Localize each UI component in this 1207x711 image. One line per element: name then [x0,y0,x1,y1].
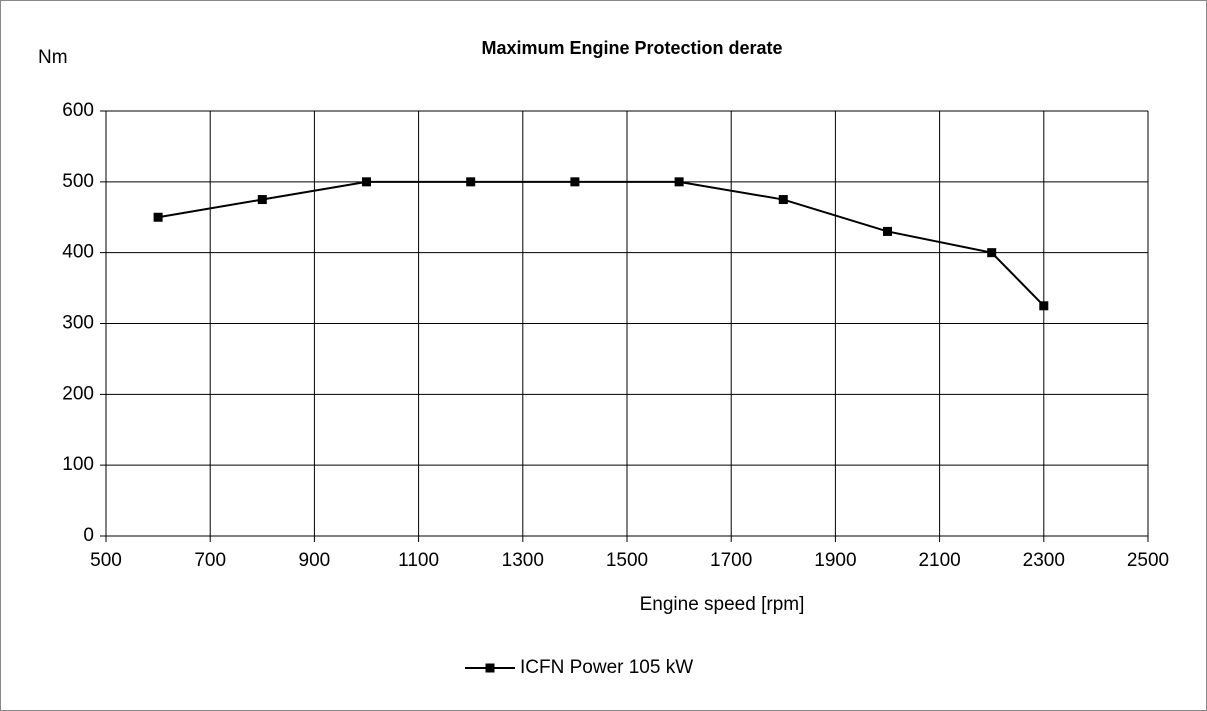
y-axis-label: Nm [38,47,68,68]
legend-marker [485,663,495,673]
x-tick-label: 900 [299,550,331,571]
data-point [1039,301,1049,311]
y-tick-label: 0 [83,525,94,546]
data-point [362,177,371,187]
y-tick-label: 600 [62,100,94,121]
x-tick-label: 1700 [710,550,752,571]
x-tick-label: 1500 [606,550,648,571]
x-tick-label: 700 [194,550,226,571]
data-point [778,195,788,205]
data-point [466,177,476,187]
data-point [153,212,163,222]
x-tick-label: 2500 [1127,550,1169,571]
data-point [883,226,892,236]
legend-label: ICFN Power 105 kW [520,657,693,678]
data-point [674,177,684,187]
x-axis-label: Engine speed [rpm] [640,594,805,615]
x-tick-label: 1900 [814,550,856,571]
chart-title: Maximum Engine Protection derate [481,38,782,58]
y-tick-label: 400 [62,242,94,263]
x-tick-label: 1100 [398,550,439,571]
y-tick-label: 100 [62,454,94,475]
y-tick-label: 300 [62,313,94,334]
x-tick-label: 2100 [918,550,960,571]
x-tick-label: 1300 [502,550,544,571]
data-point [570,177,580,187]
x-tick-label: 2300 [1023,550,1065,571]
y-tick-label: 200 [62,383,94,404]
y-tick-label: 500 [62,171,94,192]
data-point [987,248,997,258]
data-point [257,195,267,205]
x-tick-label: 500 [90,550,122,571]
series-line [157,180,1045,307]
